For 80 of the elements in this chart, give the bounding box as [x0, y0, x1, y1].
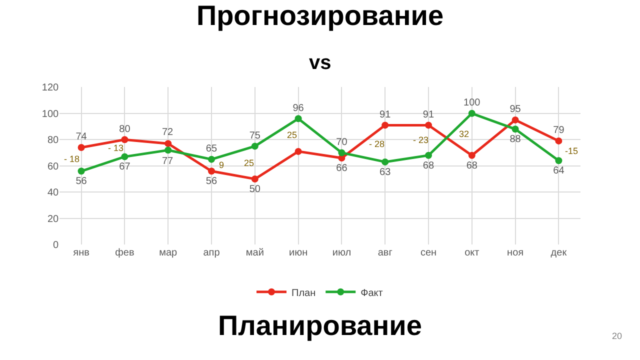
point: [164, 140, 172, 148]
annotation: - 18: [64, 154, 80, 164]
data-label: 65: [206, 143, 218, 154]
data-label: 68: [422, 160, 434, 172]
point: [294, 148, 302, 155]
data-label: 70: [336, 136, 348, 148]
x-tick-label: апр: [203, 248, 220, 259]
point: [208, 168, 215, 175]
annotation: 25: [287, 130, 298, 140]
x-tick-label: ноя: [507, 248, 524, 259]
point: [78, 144, 85, 152]
annotation: 25: [244, 158, 254, 168]
x-tick-label: мар: [159, 248, 178, 259]
data-label: 66: [336, 162, 348, 174]
annotation: 9: [219, 160, 224, 170]
point: [468, 110, 476, 117]
data-label: 63: [380, 166, 392, 178]
point: [164, 146, 172, 154]
x-tick-label: янв: [73, 248, 90, 259]
data-label: 100: [464, 98, 481, 109]
point: [121, 136, 128, 144]
annotation: 77: [162, 156, 174, 167]
y-tick-label: 20: [47, 214, 60, 225]
y-tick-label: 120: [42, 82, 60, 94]
point: [425, 152, 432, 159]
text: vs: [309, 52, 332, 74]
data-label: 50: [249, 184, 261, 195]
point: [382, 158, 389, 166]
point: [251, 142, 258, 150]
data-label: 56: [206, 176, 218, 188]
data-label: 95: [510, 104, 522, 116]
x-tick-label: окт: [464, 248, 480, 259]
annotation: - 13: [108, 143, 124, 153]
point: [468, 152, 476, 159]
data-label: 67: [119, 162, 131, 173]
data-label: 88: [510, 134, 522, 146]
annotation: -15: [565, 146, 578, 156]
x-tick-label: июн: [288, 248, 308, 259]
text: Планирование: [218, 310, 422, 341]
y-tick-label: 60: [47, 161, 60, 172]
point: [338, 149, 346, 156]
legend-label: Факт: [360, 288, 384, 299]
text: 20: [612, 331, 622, 341]
point: [121, 153, 128, 160]
legend-label: План: [292, 288, 316, 299]
y-tick-label: 80: [47, 135, 60, 146]
y-tick-label: 100: [42, 108, 60, 120]
y-tick-label: 0: [53, 240, 60, 252]
chart-title: Прогнозирование: [196, 0, 444, 31]
annotation: - 23: [413, 135, 429, 145]
y-tick-label: 40: [47, 188, 60, 199]
point: [78, 168, 85, 175]
x-tick-label: июл: [332, 248, 352, 259]
point: [382, 122, 389, 129]
data-label: 96: [292, 102, 304, 114]
x-tick-label: май: [246, 248, 264, 259]
data-label: 80: [119, 124, 131, 135]
data-label: 68: [466, 160, 478, 172]
point: [425, 122, 432, 129]
point: [555, 137, 562, 144]
point: [251, 176, 258, 182]
data-label: 91: [422, 109, 434, 120]
annotation: 32: [459, 129, 470, 139]
point: [512, 116, 519, 124]
data-label: 91: [380, 109, 392, 120]
annotation: 72: [162, 127, 174, 138]
x-tick-label: фев: [115, 248, 134, 259]
data-label: 74: [76, 132, 88, 143]
annotation: - 28: [369, 139, 385, 149]
point: [208, 156, 215, 163]
x-tick-label: авг: [378, 248, 393, 259]
data-label: 75: [249, 130, 261, 142]
data-label: 79: [553, 125, 565, 136]
point: [512, 126, 519, 133]
x-tick-label: сен: [420, 248, 437, 259]
x-tick-label: дек: [550, 248, 568, 259]
data-label: 64: [553, 166, 565, 177]
point: [555, 157, 562, 164]
data-label: 56: [76, 176, 88, 188]
point: [294, 115, 302, 122]
